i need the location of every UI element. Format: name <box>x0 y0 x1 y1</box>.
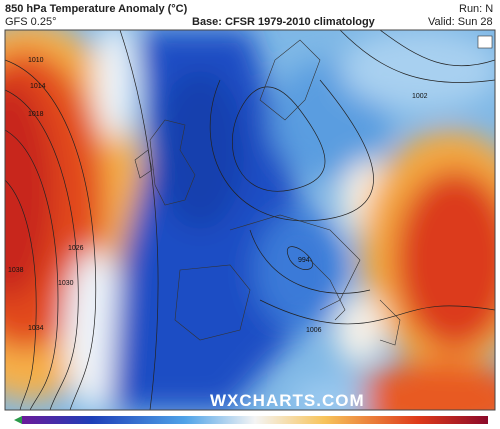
isobars <box>5 30 495 410</box>
isobar-label: 1030 <box>58 280 74 287</box>
map-title: 850 hPa Temperature Anomaly (°C) <box>5 3 188 15</box>
isobar-label: 1034 <box>28 325 44 332</box>
map-field <box>5 30 495 410</box>
model-label: GFS 0.25° <box>5 16 56 28</box>
isobar-label: 1018 <box>28 111 44 118</box>
isobar-label: 1014 <box>30 83 46 90</box>
isobar-label: 994 <box>298 257 310 264</box>
base-label: Base: CFSR 1979-2010 climatology <box>192 16 376 28</box>
isobar-label: 1026 <box>68 245 84 252</box>
isobar-label: 1006 <box>306 327 322 334</box>
isobar-label: 1038 <box>8 267 24 274</box>
coastlines <box>134 39 401 346</box>
scale-arrow <box>14 416 22 424</box>
map-frame <box>4 29 496 411</box>
isobar-label: 1002 <box>412 93 428 100</box>
color-scale <box>22 416 488 424</box>
run-label: Run: N <box>459 3 493 15</box>
valid-label: Valid: Sun 28 <box>428 16 493 28</box>
isobar-label: 1010 <box>28 57 44 64</box>
watermark: WXCHARTS.COM <box>210 391 365 410</box>
logo-icon <box>477 35 493 49</box>
